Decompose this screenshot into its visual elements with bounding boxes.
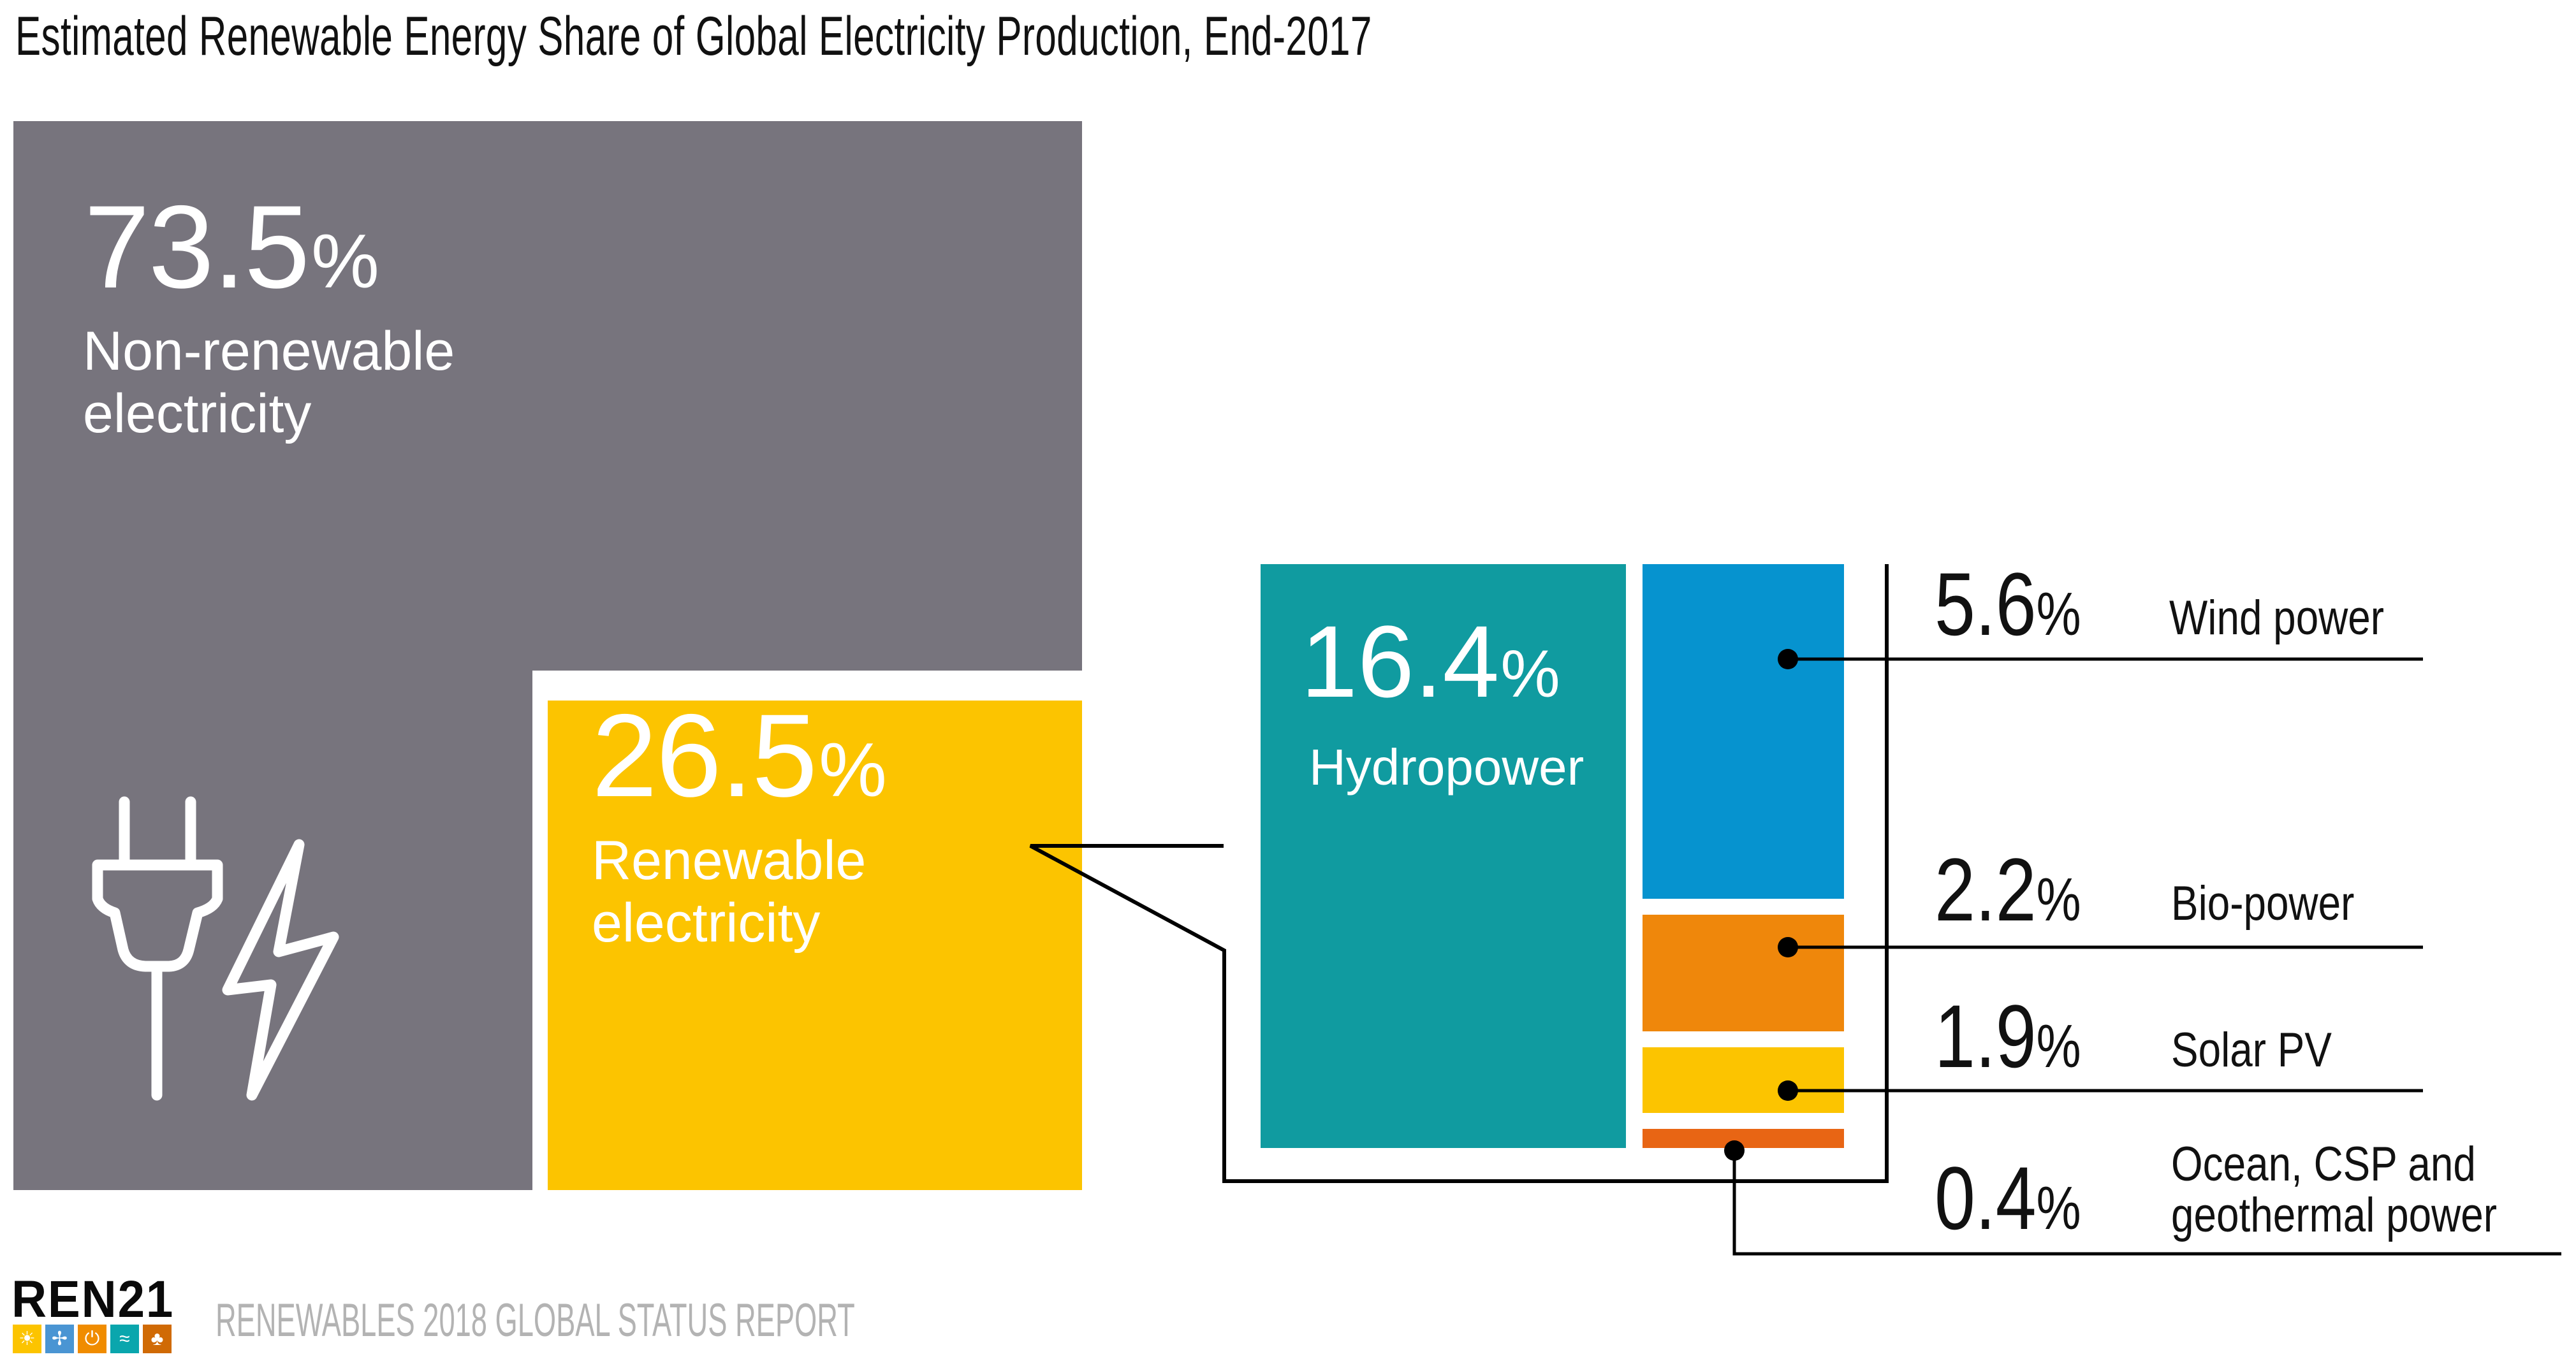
percent-sign: %	[1500, 637, 1560, 711]
wind-leader-dot	[1778, 649, 1798, 669]
non-renewable-percent: 73.5%	[84, 189, 379, 307]
hydropower-value: 16.4	[1301, 604, 1500, 718]
hydropower-label: Hydropower	[1309, 739, 1584, 796]
percent-sign: %	[311, 219, 379, 304]
non-renewable-value: 73.5	[84, 182, 310, 313]
bio-value: 2.2	[1935, 839, 2037, 940]
bio-label: Bio-power	[2171, 876, 2355, 931]
water-waves-icon: ≈	[110, 1325, 139, 1353]
percent-sign: %	[2036, 580, 2081, 648]
solar-leader-dot	[1778, 1080, 1798, 1101]
solar-value: 1.9	[1935, 986, 2037, 1086]
bio-percent: 2.2%	[1935, 845, 2081, 934]
renewable-percent: 26.5%	[592, 697, 887, 815]
ocean-percent: 0.4%	[1935, 1154, 2081, 1243]
lightning-icon	[222, 839, 339, 1101]
ocean-leader-dot	[1724, 1140, 1745, 1161]
non-renewable-label: Non-renewable electricity	[83, 321, 455, 444]
hydropower-percent: 16.4%	[1301, 611, 1560, 713]
renewable-value: 26.5	[592, 690, 817, 822]
bio-block	[1643, 915, 1844, 1031]
sun-icon: ☀	[13, 1325, 41, 1353]
wind-value: 5.6	[1935, 554, 2037, 654]
ocean-leader-line	[1732, 1151, 2561, 1256]
percent-sign: %	[819, 727, 887, 813]
renewable-block	[548, 701, 1082, 1190]
wind-block	[1643, 564, 1844, 899]
renewable-callout-line	[1029, 564, 1889, 1183]
solar-percent: 1.9%	[1935, 992, 2081, 1081]
wind-percent: 5.6%	[1935, 560, 2081, 649]
percent-sign: %	[2036, 1012, 2081, 1080]
renewable-label: Renewable electricity	[592, 830, 867, 954]
report-name: RENEWABLES 2018 GLOBAL STATUS REPORT	[216, 1295, 855, 1346]
percent-sign: %	[2036, 866, 2081, 934]
solar-block	[1643, 1047, 1844, 1113]
leaf-icon: ♣	[143, 1325, 172, 1353]
ren21-logo-icons: ☀ ✢ ⏻ ≈ ♣	[13, 1325, 172, 1353]
hydropower-block	[1261, 564, 1626, 1148]
plug-icon	[92, 796, 223, 1101]
percent-sign: %	[2036, 1174, 2081, 1242]
bio-leader-dot	[1778, 937, 1798, 957]
chart-title: Estimated Renewable Energy Share of Glob…	[15, 6, 1372, 67]
ocean-value: 0.4	[1935, 1148, 2037, 1248]
wind-label: Wind power	[2169, 591, 2385, 645]
flame-power-icon: ⏻	[78, 1325, 106, 1353]
solar-label: Solar PV	[2171, 1023, 2332, 1077]
wind-turbine-icon: ✢	[45, 1325, 74, 1353]
ocean-csp-geothermal-block	[1643, 1129, 1844, 1148]
ren21-logo: REN21	[11, 1270, 175, 1328]
ocean-label: Ocean, CSP and geothermal power	[2171, 1137, 2498, 1242]
